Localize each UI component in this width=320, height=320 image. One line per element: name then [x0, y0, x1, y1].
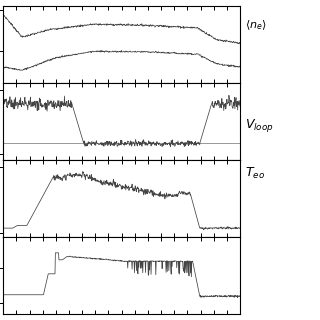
Text: $V_{loop}$: $V_{loop}$	[245, 117, 274, 134]
Text: $\langle n_e \rangle$: $\langle n_e \rangle$	[245, 19, 267, 32]
Text: $T_{eo}$: $T_{eo}$	[245, 166, 265, 181]
